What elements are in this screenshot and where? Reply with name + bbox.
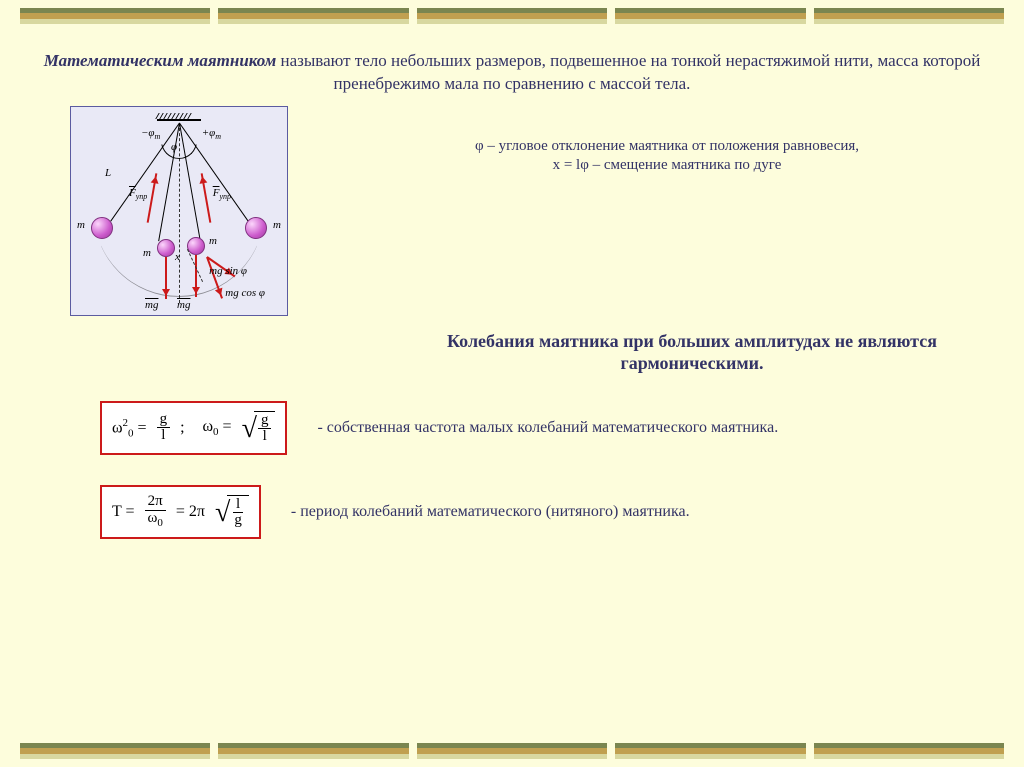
emphasis-text: Колебания маятника при больших амплитуда… <box>30 330 994 375</box>
decor-bottom <box>0 743 1024 759</box>
intro-rest: называют тело небольших размеров, подвеш… <box>276 51 980 93</box>
formula-row-1: ω20 = gl ; ω0 = √gl - собственная частот… <box>30 401 994 455</box>
decor-top <box>0 8 1024 24</box>
slide-content: Математическим маятником называют тело н… <box>30 40 994 727</box>
note-x: x = lφ – смещение маятника по дуге <box>340 157 994 174</box>
intro-lead: Математическим маятником <box>44 51 277 70</box>
intro-text: Математическим маятником называют тело н… <box>30 40 994 100</box>
formula-2-desc: - период колебаний математического (нитя… <box>291 503 690 521</box>
formula-omega: ω20 = gl ; ω0 = √gl <box>100 401 287 455</box>
diagram-notes: φ – угловое отклонение маятника от полож… <box>300 106 994 316</box>
formula-1-desc: - собственная частота малых колебаний ма… <box>317 419 778 437</box>
pendulum-diagram: −φm +φm φ L Fупр Fупр m m m m x mg mg mg… <box>70 106 288 316</box>
note-phi: φ – угловое отклонение маятника от полож… <box>340 138 994 155</box>
formula-period: T = 2πω0 = 2π √lg <box>100 485 261 539</box>
formula-row-2: T = 2πω0 = 2π √lg - период колебаний мат… <box>30 485 994 539</box>
